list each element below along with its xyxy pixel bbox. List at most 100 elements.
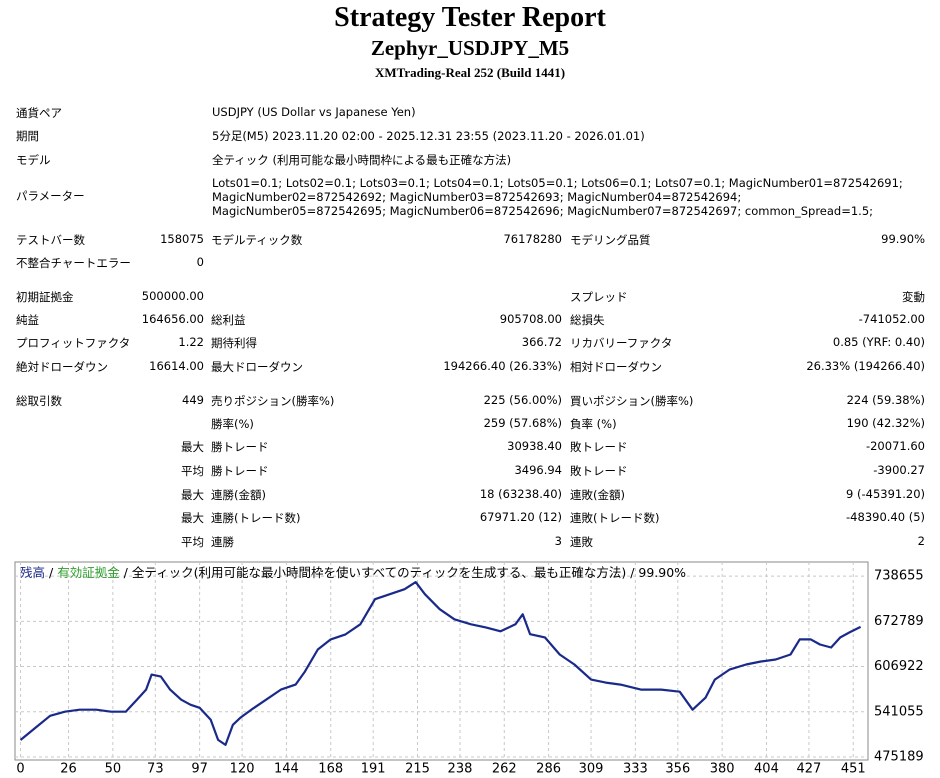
stat-label: スプレッド — [570, 290, 628, 304]
stat-label: 総利益 — [211, 313, 246, 327]
stat-value: 最大 — [181, 511, 204, 525]
stat-label: 初期証拠金 — [16, 290, 74, 304]
stat-value: 99.90% — [881, 232, 925, 246]
stat-value: -48390.40 (5) — [846, 510, 925, 524]
stat-label: テストバー数 — [16, 233, 85, 247]
stat-value: 9 (-45391.20) — [846, 487, 925, 501]
setting-label: パラメーター — [16, 189, 85, 203]
x-tick-label: 215 — [405, 762, 430, 777]
stat-value: 18 (63238.40) — [479, 487, 562, 501]
stat-value: 67971.20 (12) — [479, 510, 562, 524]
stat-value: 最大 — [181, 488, 204, 502]
stat-value: 0.85 (YRF: 0.40) — [832, 335, 925, 349]
x-tick-label: 286 — [536, 762, 561, 777]
legend: 残高 / 有効証拠金 / 全ティック(利用可能な最小時間枠を使いすべてのティック… — [20, 565, 686, 580]
y-tick-label: 475189 — [874, 749, 924, 764]
x-tick-label: 73 — [147, 762, 164, 777]
stat-label: 相対ドローダウン — [570, 360, 662, 374]
x-tick-label: 451 — [841, 762, 866, 777]
stat-label: モデルティック数 — [211, 233, 303, 247]
setting-value: Lots01=0.1; Lots02=0.1; Lots03=0.1; Lots… — [212, 176, 903, 218]
x-tick-label: 404 — [754, 762, 779, 777]
x-tick-label: 144 — [274, 762, 299, 777]
legend-entry: 有効証拠金 — [57, 565, 120, 580]
stat-label: 絶対ドローダウン — [16, 360, 108, 374]
stat-value: -20071.60 — [865, 439, 925, 453]
stat-label: 連敗 — [570, 535, 593, 549]
stat-label: 連勝(金額) — [211, 488, 266, 502]
stat-label: リカバリーファクタ — [570, 336, 673, 350]
stat-value: 16614.00 — [149, 359, 204, 373]
stat-value: 449 — [182, 393, 204, 407]
x-tick-label: 333 — [623, 762, 648, 777]
stat-value: 224 (59.38%) — [846, 393, 925, 407]
stat-value: 905708.00 — [499, 312, 562, 326]
stat-label: 敗トレード — [570, 464, 628, 478]
x-tick-label: 191 — [361, 762, 386, 777]
stat-label: プロフィットファクタ — [16, 336, 131, 350]
stat-label: 買いポジション(勝率%) — [570, 394, 694, 408]
x-tick-label: 97 — [191, 762, 208, 777]
report-title: Strategy Tester Report — [334, 2, 606, 33]
stat-value: 3496.94 — [514, 463, 562, 477]
stat-value: 平均 — [181, 464, 204, 478]
legend-entry: / 全ティック(利用可能な最小時間枠を使いすべてのティックを生成する、最も正確な… — [120, 565, 686, 580]
setting-label: 通貨ペア — [16, 106, 62, 120]
x-tick-label: 168 — [318, 762, 343, 777]
stat-value: 30938.40 — [507, 439, 562, 453]
stat-label: 総損失 — [570, 313, 605, 327]
stat-value: 1.22 — [178, 335, 204, 349]
stat-value: 3 — [554, 534, 562, 548]
stat-value: 2 — [917, 534, 925, 548]
stat-value: 259 (57.68%) — [483, 416, 562, 430]
stat-value: 194266.40 (26.33%) — [443, 359, 562, 373]
report-build: XMTrading-Real 252 (Build 1441) — [374, 65, 566, 80]
stat-label: 敗トレード — [570, 440, 628, 454]
stat-value: 500000.00 — [141, 289, 204, 303]
stat-label: 最大ドローダウン — [211, 360, 303, 374]
y-tick-label: 672789 — [874, 614, 924, 629]
y-tick-label: 606922 — [874, 659, 924, 674]
stat-value: 158075 — [160, 232, 204, 246]
stat-value: -741052.00 — [858, 312, 925, 326]
x-tick-label: 356 — [665, 762, 690, 777]
stat-value: 225 (56.00%) — [483, 393, 562, 407]
stat-value: -3900.27 — [873, 463, 925, 477]
setting-label: 期間 — [16, 129, 39, 143]
stat-value: 平均 — [181, 535, 204, 549]
stat-label: 純益 — [16, 313, 39, 327]
legend-entry: 残高 — [20, 565, 45, 580]
setting-label: モデル — [16, 153, 51, 167]
report-subtitle: Zephyr_USDJPY_M5 — [370, 36, 570, 60]
x-tick-label: 120 — [230, 762, 255, 777]
stat-value: 190 (42.32%) — [846, 416, 925, 430]
stat-label: 連敗(金額) — [570, 488, 625, 502]
stat-label: 負率 (%) — [570, 417, 617, 431]
stat-label: 連勝(トレード数) — [211, 511, 301, 525]
stat-label: モデリング品質 — [570, 233, 651, 247]
stat-value: 76178280 — [503, 232, 562, 246]
stat-value: 366.72 — [521, 335, 562, 349]
stat-label: 連勝 — [211, 535, 234, 549]
stat-label: 総取引数 — [16, 394, 62, 408]
x-tick-label: 262 — [492, 762, 517, 777]
y-tick-label: 738655 — [874, 569, 924, 584]
x-tick-label: 238 — [448, 762, 473, 777]
stat-value: 164656.00 — [141, 312, 204, 326]
stat-label: 勝トレード — [211, 464, 269, 478]
legend-entry: / — [45, 565, 57, 580]
x-tick-label: 309 — [579, 762, 604, 777]
x-tick-label: 50 — [105, 762, 122, 777]
stat-value: 最大 — [181, 440, 204, 454]
y-tick-label: 541055 — [874, 704, 924, 719]
plot-frame — [14, 561, 869, 761]
setting-value: 5分足(M5) 2023.11.20 02:00 - 2025.12.31 23… — [212, 129, 645, 143]
stat-value: 0 — [196, 255, 204, 269]
stat-label: 不整合チャートエラー — [16, 256, 131, 270]
x-tick-label: 427 — [797, 762, 822, 777]
stat-value: 変動 — [902, 290, 925, 304]
stat-label: 勝トレード — [211, 440, 269, 454]
x-tick-label: 0 — [16, 762, 24, 777]
setting-value: 全ティック (利用可能な最小時間枠による最も正確な方法) — [212, 153, 512, 167]
